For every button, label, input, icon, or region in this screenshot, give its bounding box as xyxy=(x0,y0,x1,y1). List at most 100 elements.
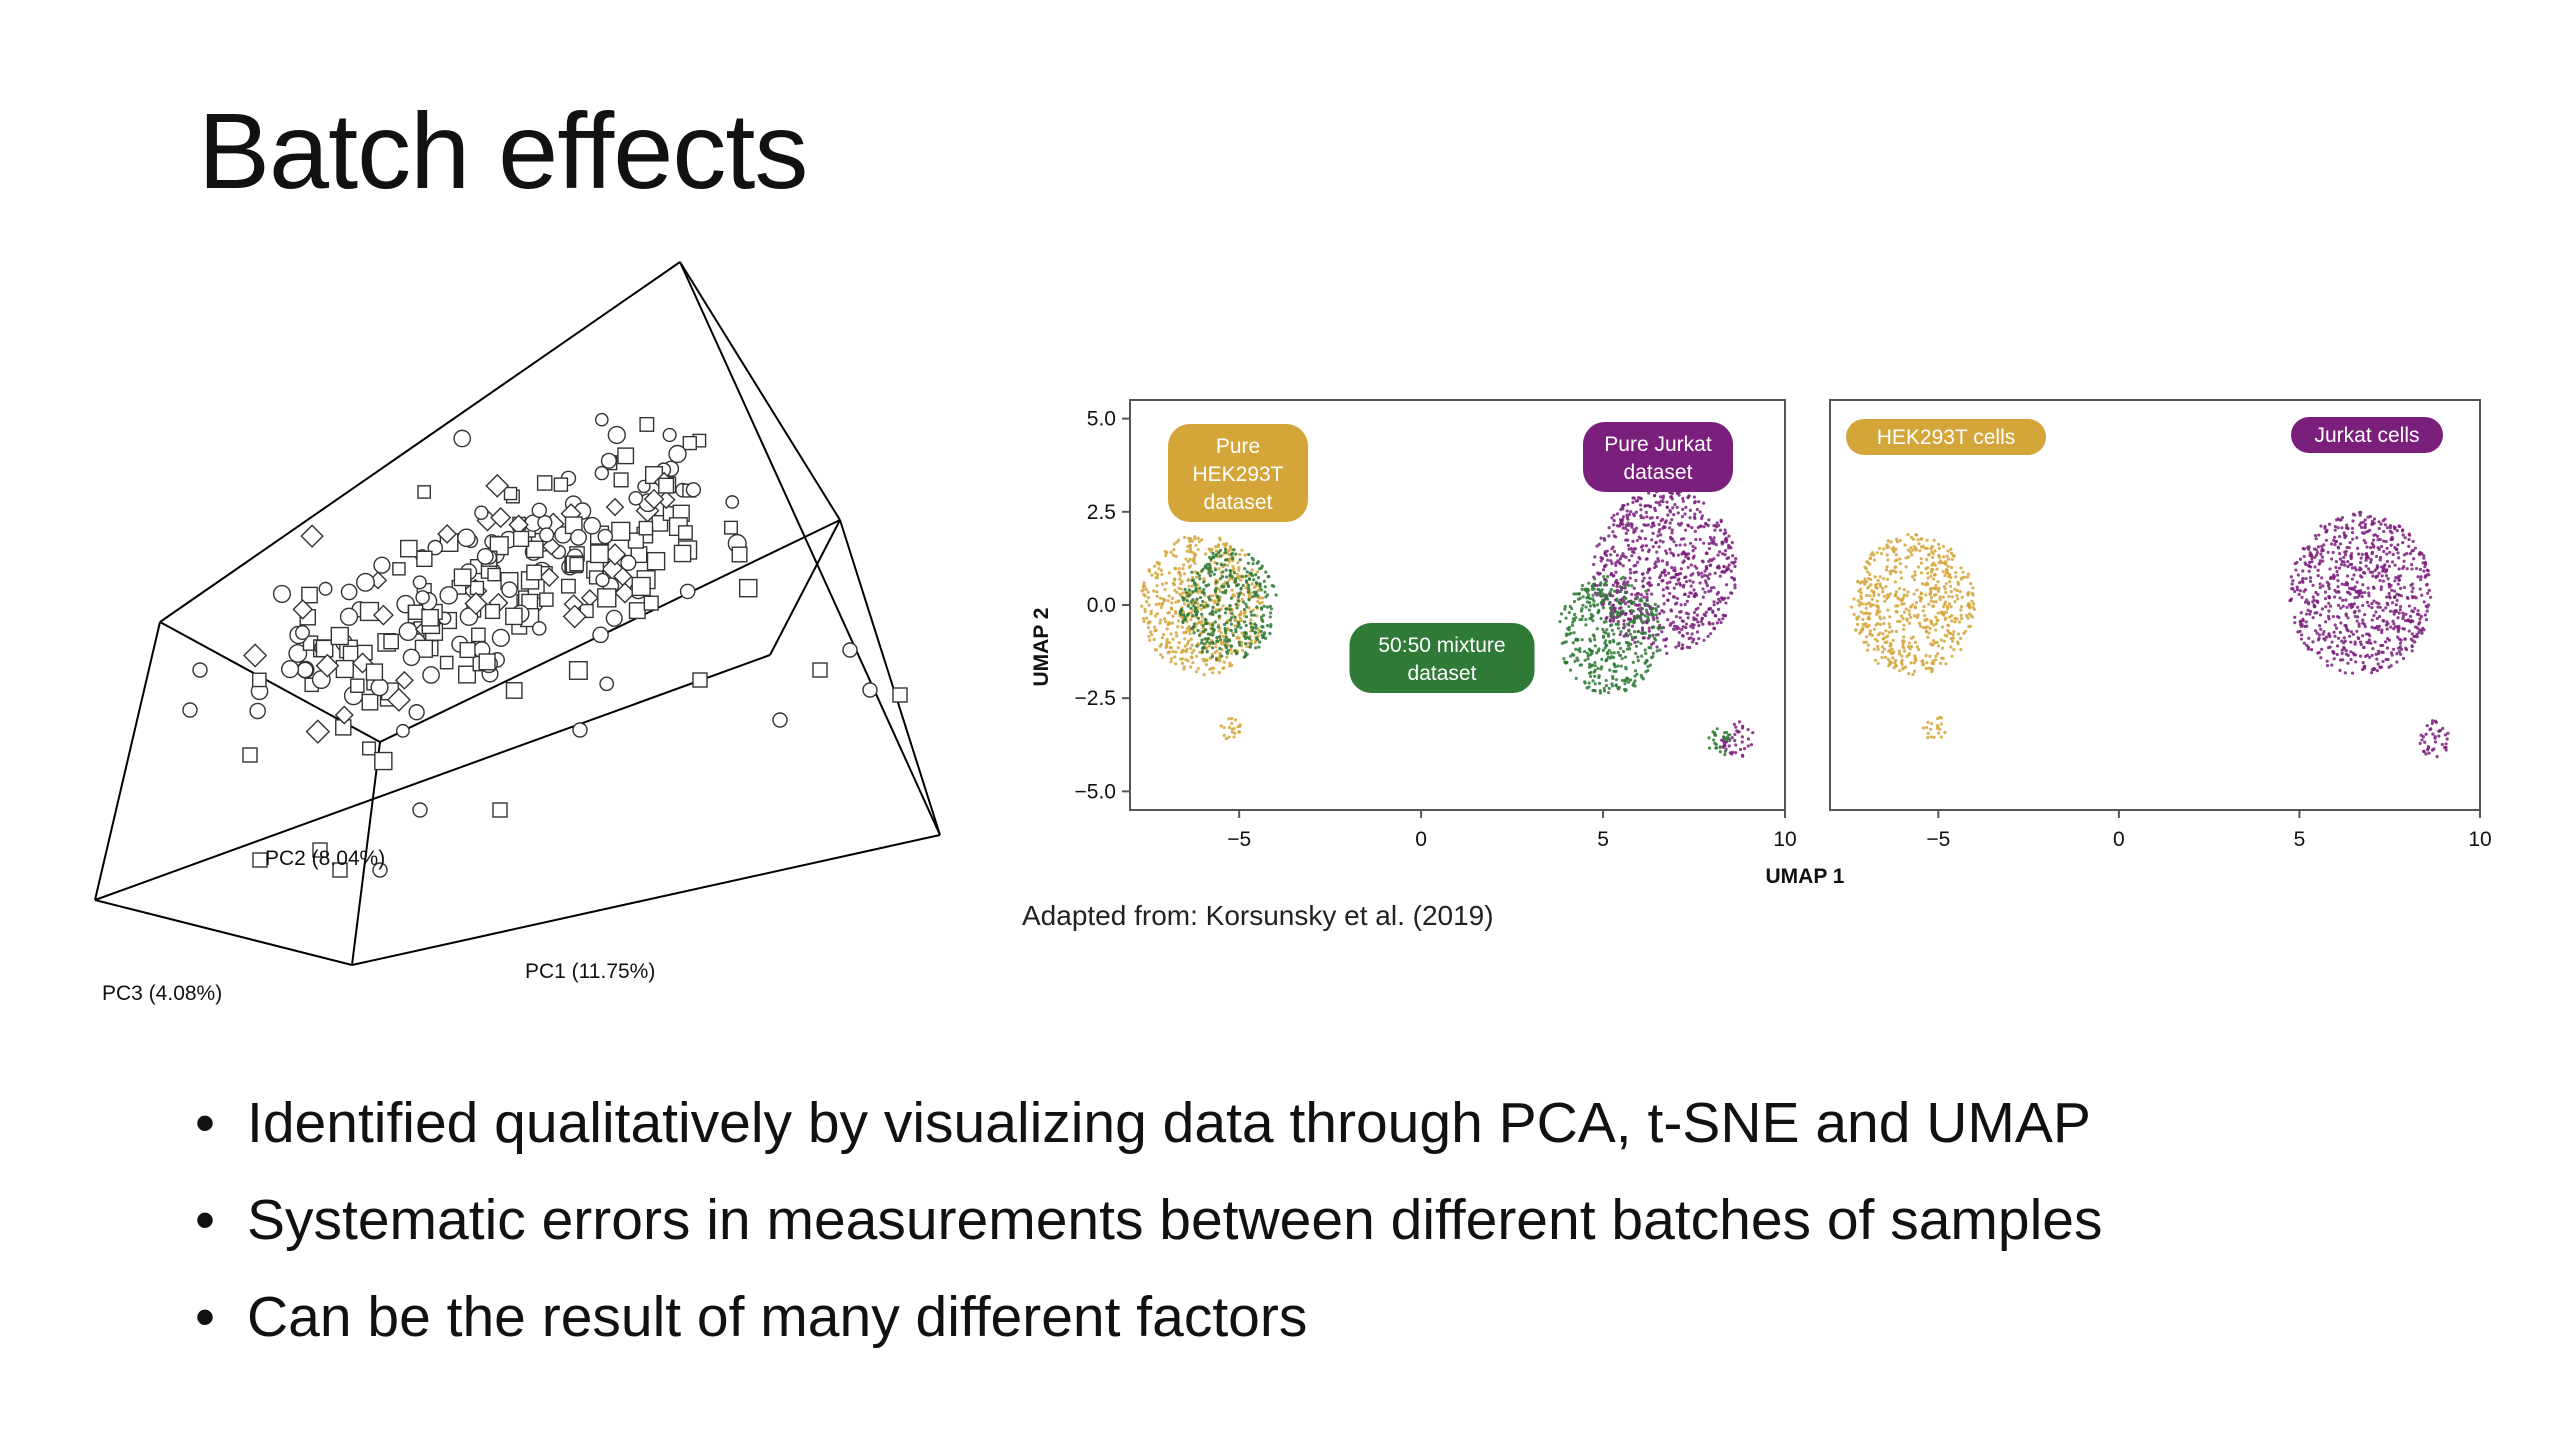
umap-point xyxy=(1146,625,1151,630)
umap-point xyxy=(1627,617,1631,621)
umap-point xyxy=(2352,573,2356,577)
umap-point xyxy=(1898,619,1902,624)
umap-point xyxy=(1674,645,1678,649)
umap-point xyxy=(1687,524,1691,528)
umap-point xyxy=(1929,722,1934,726)
pca-point xyxy=(398,621,418,641)
umap-point xyxy=(1876,647,1880,651)
umap-point xyxy=(2298,629,2302,634)
umap-point xyxy=(1567,632,1571,636)
umap-point xyxy=(1218,595,1222,599)
umap-point xyxy=(1591,633,1596,637)
umap-point xyxy=(1878,584,1883,588)
bullet-glyph: • xyxy=(195,1091,215,1155)
umap-point xyxy=(1646,549,1651,554)
umap-point xyxy=(1969,581,1973,586)
umap-point xyxy=(2352,653,2356,657)
pca-point xyxy=(539,592,554,607)
umap-point xyxy=(1682,559,1686,563)
umap-point xyxy=(1651,606,1655,611)
umap-point xyxy=(1202,605,1206,609)
umap-point xyxy=(1614,561,1618,565)
umap-point xyxy=(1694,617,1698,621)
pca-point xyxy=(600,452,617,469)
umap-point xyxy=(1605,657,1609,662)
umap-point xyxy=(1259,566,1264,570)
umap-point xyxy=(1863,580,1867,584)
umap-point xyxy=(2393,579,2397,583)
umap-point xyxy=(2370,550,2375,554)
umap-point xyxy=(1924,629,1928,633)
pca-point xyxy=(415,590,430,605)
umap-point xyxy=(1643,648,1647,652)
dataset-label-text: 50:50 mixture xyxy=(1378,634,1505,657)
umap-point xyxy=(1202,642,1206,646)
umap-point xyxy=(2415,635,2419,639)
umap-point xyxy=(1621,515,1626,519)
umap-point xyxy=(1219,640,1223,644)
umap-point xyxy=(1263,585,1267,589)
umap-point xyxy=(1650,592,1654,596)
umap-point xyxy=(2375,657,2379,661)
umap-point xyxy=(2363,525,2367,529)
pca-point xyxy=(335,659,354,679)
umap-point xyxy=(1262,579,1266,583)
umap-point xyxy=(2353,609,2357,614)
umap-point xyxy=(1205,640,1209,644)
umap-point xyxy=(1929,546,1933,551)
umap-point xyxy=(1239,626,1243,630)
umap-point xyxy=(1694,607,1698,612)
umap-point xyxy=(1572,653,1576,657)
umap-point xyxy=(1888,641,1893,646)
umap-point xyxy=(1724,601,1728,605)
umap-point xyxy=(2364,551,2369,556)
umap-point xyxy=(1618,598,1623,602)
umap-point xyxy=(1640,675,1644,679)
umap-point xyxy=(1943,573,1947,578)
umap-point xyxy=(2390,588,2394,592)
umap-point xyxy=(1229,628,1233,633)
umap-point xyxy=(2327,601,2331,605)
umap-point xyxy=(2317,651,2321,655)
umap-point xyxy=(2342,647,2347,651)
umap-point xyxy=(1169,632,1173,636)
umap-point xyxy=(1609,553,1613,557)
umap-point xyxy=(1950,614,1954,618)
umap-point xyxy=(1236,576,1241,580)
umap-point xyxy=(1609,587,1614,592)
pca-point xyxy=(673,544,692,563)
umap-point xyxy=(1586,657,1590,661)
umap-point xyxy=(1959,636,1963,640)
umap-point xyxy=(2339,621,2343,625)
umap-point xyxy=(2335,569,2339,574)
umap-point xyxy=(1650,538,1654,542)
umap-point xyxy=(2425,582,2429,587)
umap-point xyxy=(1690,632,1694,636)
umap-point xyxy=(1247,583,1251,588)
umap-point xyxy=(1654,607,1658,611)
umap-point xyxy=(1658,495,1663,499)
pca-point xyxy=(505,682,523,699)
umap-point xyxy=(1916,613,1920,617)
pca-point xyxy=(373,556,391,574)
umap-point xyxy=(1868,594,1872,598)
umap-point xyxy=(1685,599,1689,603)
umap-point xyxy=(1959,566,1963,570)
umap-point xyxy=(1624,679,1628,683)
umap-point xyxy=(2300,595,2304,600)
umap-point xyxy=(2318,559,2322,563)
umap-point xyxy=(2444,742,2448,746)
umap-point xyxy=(2316,545,2321,549)
umap-point xyxy=(2395,652,2399,656)
umap-point xyxy=(1670,528,1674,532)
pca-point xyxy=(372,604,394,626)
pca-point xyxy=(478,653,496,671)
umap-point xyxy=(1692,515,1697,519)
umap-point xyxy=(1940,656,1944,660)
umap-point xyxy=(2401,533,2405,537)
umap-point xyxy=(1734,557,1738,561)
umap-point xyxy=(1894,629,1899,634)
pca-point xyxy=(892,687,908,703)
umap-point xyxy=(1663,573,1668,577)
umap-point xyxy=(2344,553,2348,557)
